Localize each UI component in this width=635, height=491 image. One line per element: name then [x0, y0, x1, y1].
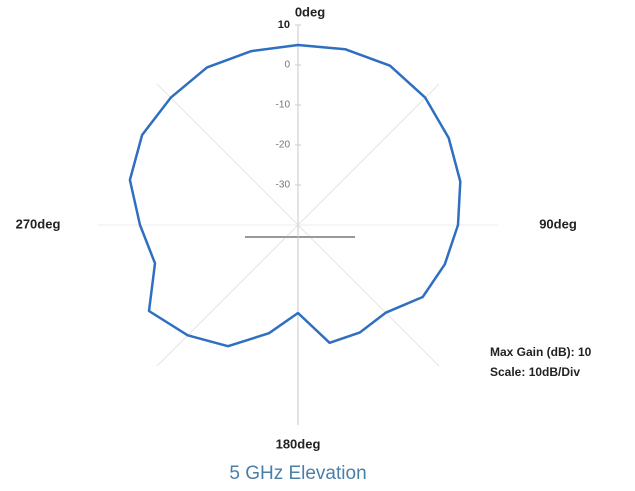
angle-tick-label: 180deg [276, 436, 321, 451]
radial-tick-label: 0 [284, 60, 290, 71]
angle-tick-label: 270deg [16, 216, 61, 231]
chart-title: 5 GHz Elevation [229, 463, 366, 484]
radial-tick-label: -20 [276, 140, 291, 151]
radial-tick-label: -30 [276, 180, 291, 191]
radial-tick-label: -10 [276, 100, 291, 111]
annotation: Scale: 10dB/Div [490, 365, 580, 379]
angle-tick-label: 0deg [295, 4, 325, 19]
pattern-line [128, 43, 462, 348]
angle-tick-label: 90deg [539, 216, 577, 231]
annotation: Max Gain (dB): 10 [490, 345, 592, 359]
radial-tick-label: 10 [278, 19, 290, 31]
